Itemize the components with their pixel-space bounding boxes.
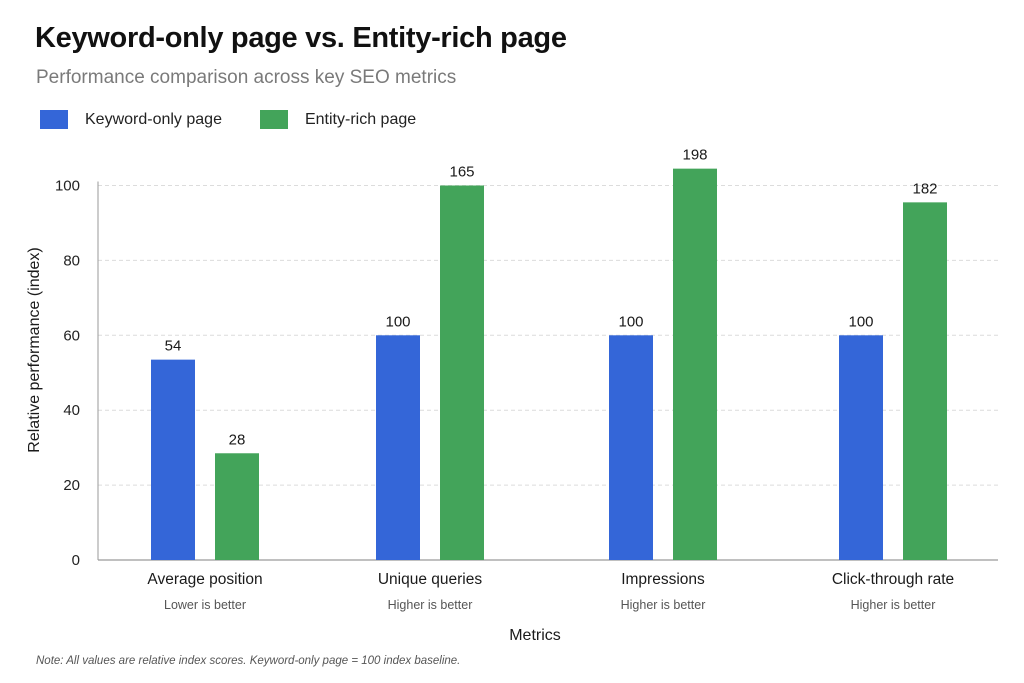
bar-value-label: 54 bbox=[165, 338, 182, 355]
legend-swatch-entity bbox=[259, 110, 288, 129]
chart-subtitle: Performance comparison across key SEO me… bbox=[36, 67, 457, 88]
footnote: Note: All values are relative index scor… bbox=[36, 655, 461, 667]
y-tick-label: 80 bbox=[63, 252, 80, 269]
x-category-label: Average position bbox=[147, 571, 262, 588]
bar-value-label: 100 bbox=[385, 313, 410, 330]
bar-entity bbox=[440, 185, 484, 560]
y-axis-title: Relative performance (index) bbox=[26, 247, 43, 452]
x-category-note: Higher is better bbox=[621, 598, 706, 612]
legend: Keyword-only page Entity-rich page bbox=[40, 110, 454, 129]
bar-value-label: 100 bbox=[618, 313, 643, 330]
legend-item-entity: Entity-rich page bbox=[259, 110, 417, 129]
chart-title: Keyword-only page vs. Entity-rich page bbox=[35, 22, 567, 54]
y-tick-label: 0 bbox=[72, 552, 80, 569]
x-category-label: Unique queries bbox=[378, 571, 483, 588]
bar-keyword bbox=[609, 335, 653, 560]
x-category-note: Higher is better bbox=[851, 598, 936, 612]
legend-label-entity: Entity-rich page bbox=[304, 110, 417, 128]
bar-value-label: 165 bbox=[449, 164, 474, 181]
bar-entity bbox=[903, 202, 947, 561]
y-tick-label: 40 bbox=[63, 402, 80, 419]
x-axis-title: Metrics bbox=[509, 627, 561, 644]
bar-keyword bbox=[376, 335, 420, 560]
y-tick-label: 20 bbox=[63, 477, 80, 494]
bar-keyword bbox=[839, 335, 883, 560]
bar-entity bbox=[215, 453, 259, 560]
bar-value-label: 198 bbox=[682, 147, 707, 164]
x-category-note: Higher is better bbox=[388, 598, 473, 612]
x-category-label: Click-through rate bbox=[832, 571, 954, 588]
x-category-note: Lower is better bbox=[164, 598, 246, 612]
bar-value-label: 100 bbox=[848, 313, 873, 330]
bar-entity bbox=[673, 168, 717, 560]
legend-item-keyword: Keyword-only page bbox=[40, 110, 222, 129]
bar-keyword bbox=[151, 359, 195, 560]
bar-value-label: 182 bbox=[912, 180, 937, 197]
x-category-label: Impressions bbox=[621, 571, 705, 588]
y-tick-label: 100 bbox=[55, 178, 80, 195]
legend-swatch-keyword bbox=[40, 110, 68, 129]
bar-value-label: 28 bbox=[229, 431, 246, 448]
legend-label-keyword: Keyword-only page bbox=[85, 110, 222, 128]
y-tick-label: 60 bbox=[63, 327, 80, 344]
